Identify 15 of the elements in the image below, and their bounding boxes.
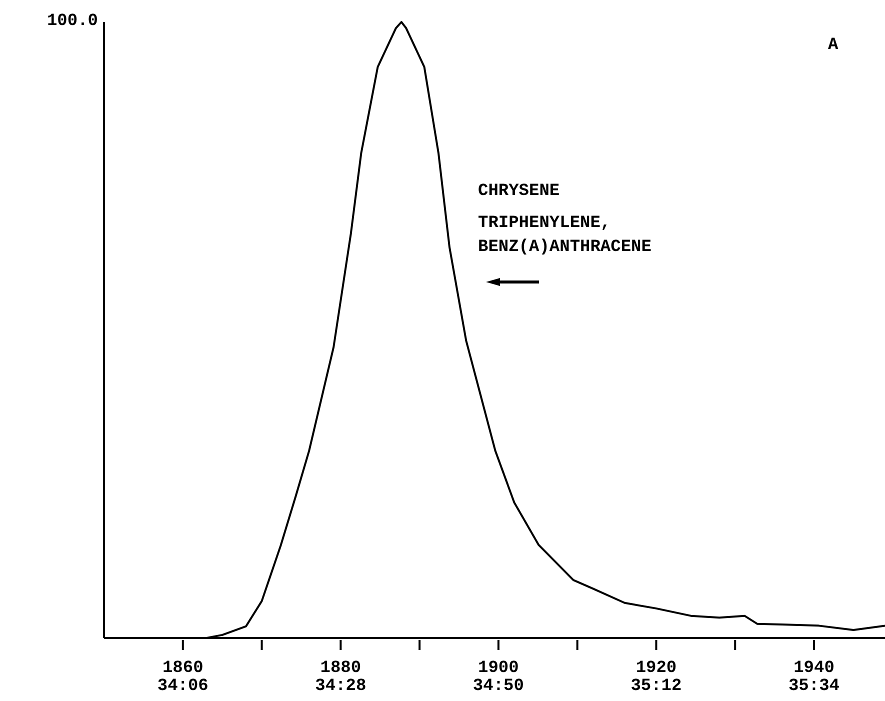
x-tick-label: 1940 [794, 659, 834, 678]
x2-tick-label: 34:28 [315, 677, 366, 696]
annotation: A [828, 36, 840, 55]
x-tick-label: 1880 [320, 659, 362, 678]
annotation: BENZ(A)ANTHRACENE [478, 238, 652, 257]
x-tick-label: 1920 [636, 659, 677, 678]
x2-tick-label: 34:06 [157, 677, 208, 696]
text: 100.0 [46, 12, 98, 31]
x2-tick-label: 34:50 [472, 677, 524, 696]
x2-tick-label: 35:34 [788, 677, 840, 696]
x2-tick-label: 35:12 [630, 677, 682, 696]
x-tick-label: 1900 [478, 659, 519, 678]
x-tick-label: 1860 [162, 659, 204, 678]
annotation: CHRYSENE [478, 182, 561, 201]
annotation: TRIPHENYLENE, [478, 214, 612, 233]
